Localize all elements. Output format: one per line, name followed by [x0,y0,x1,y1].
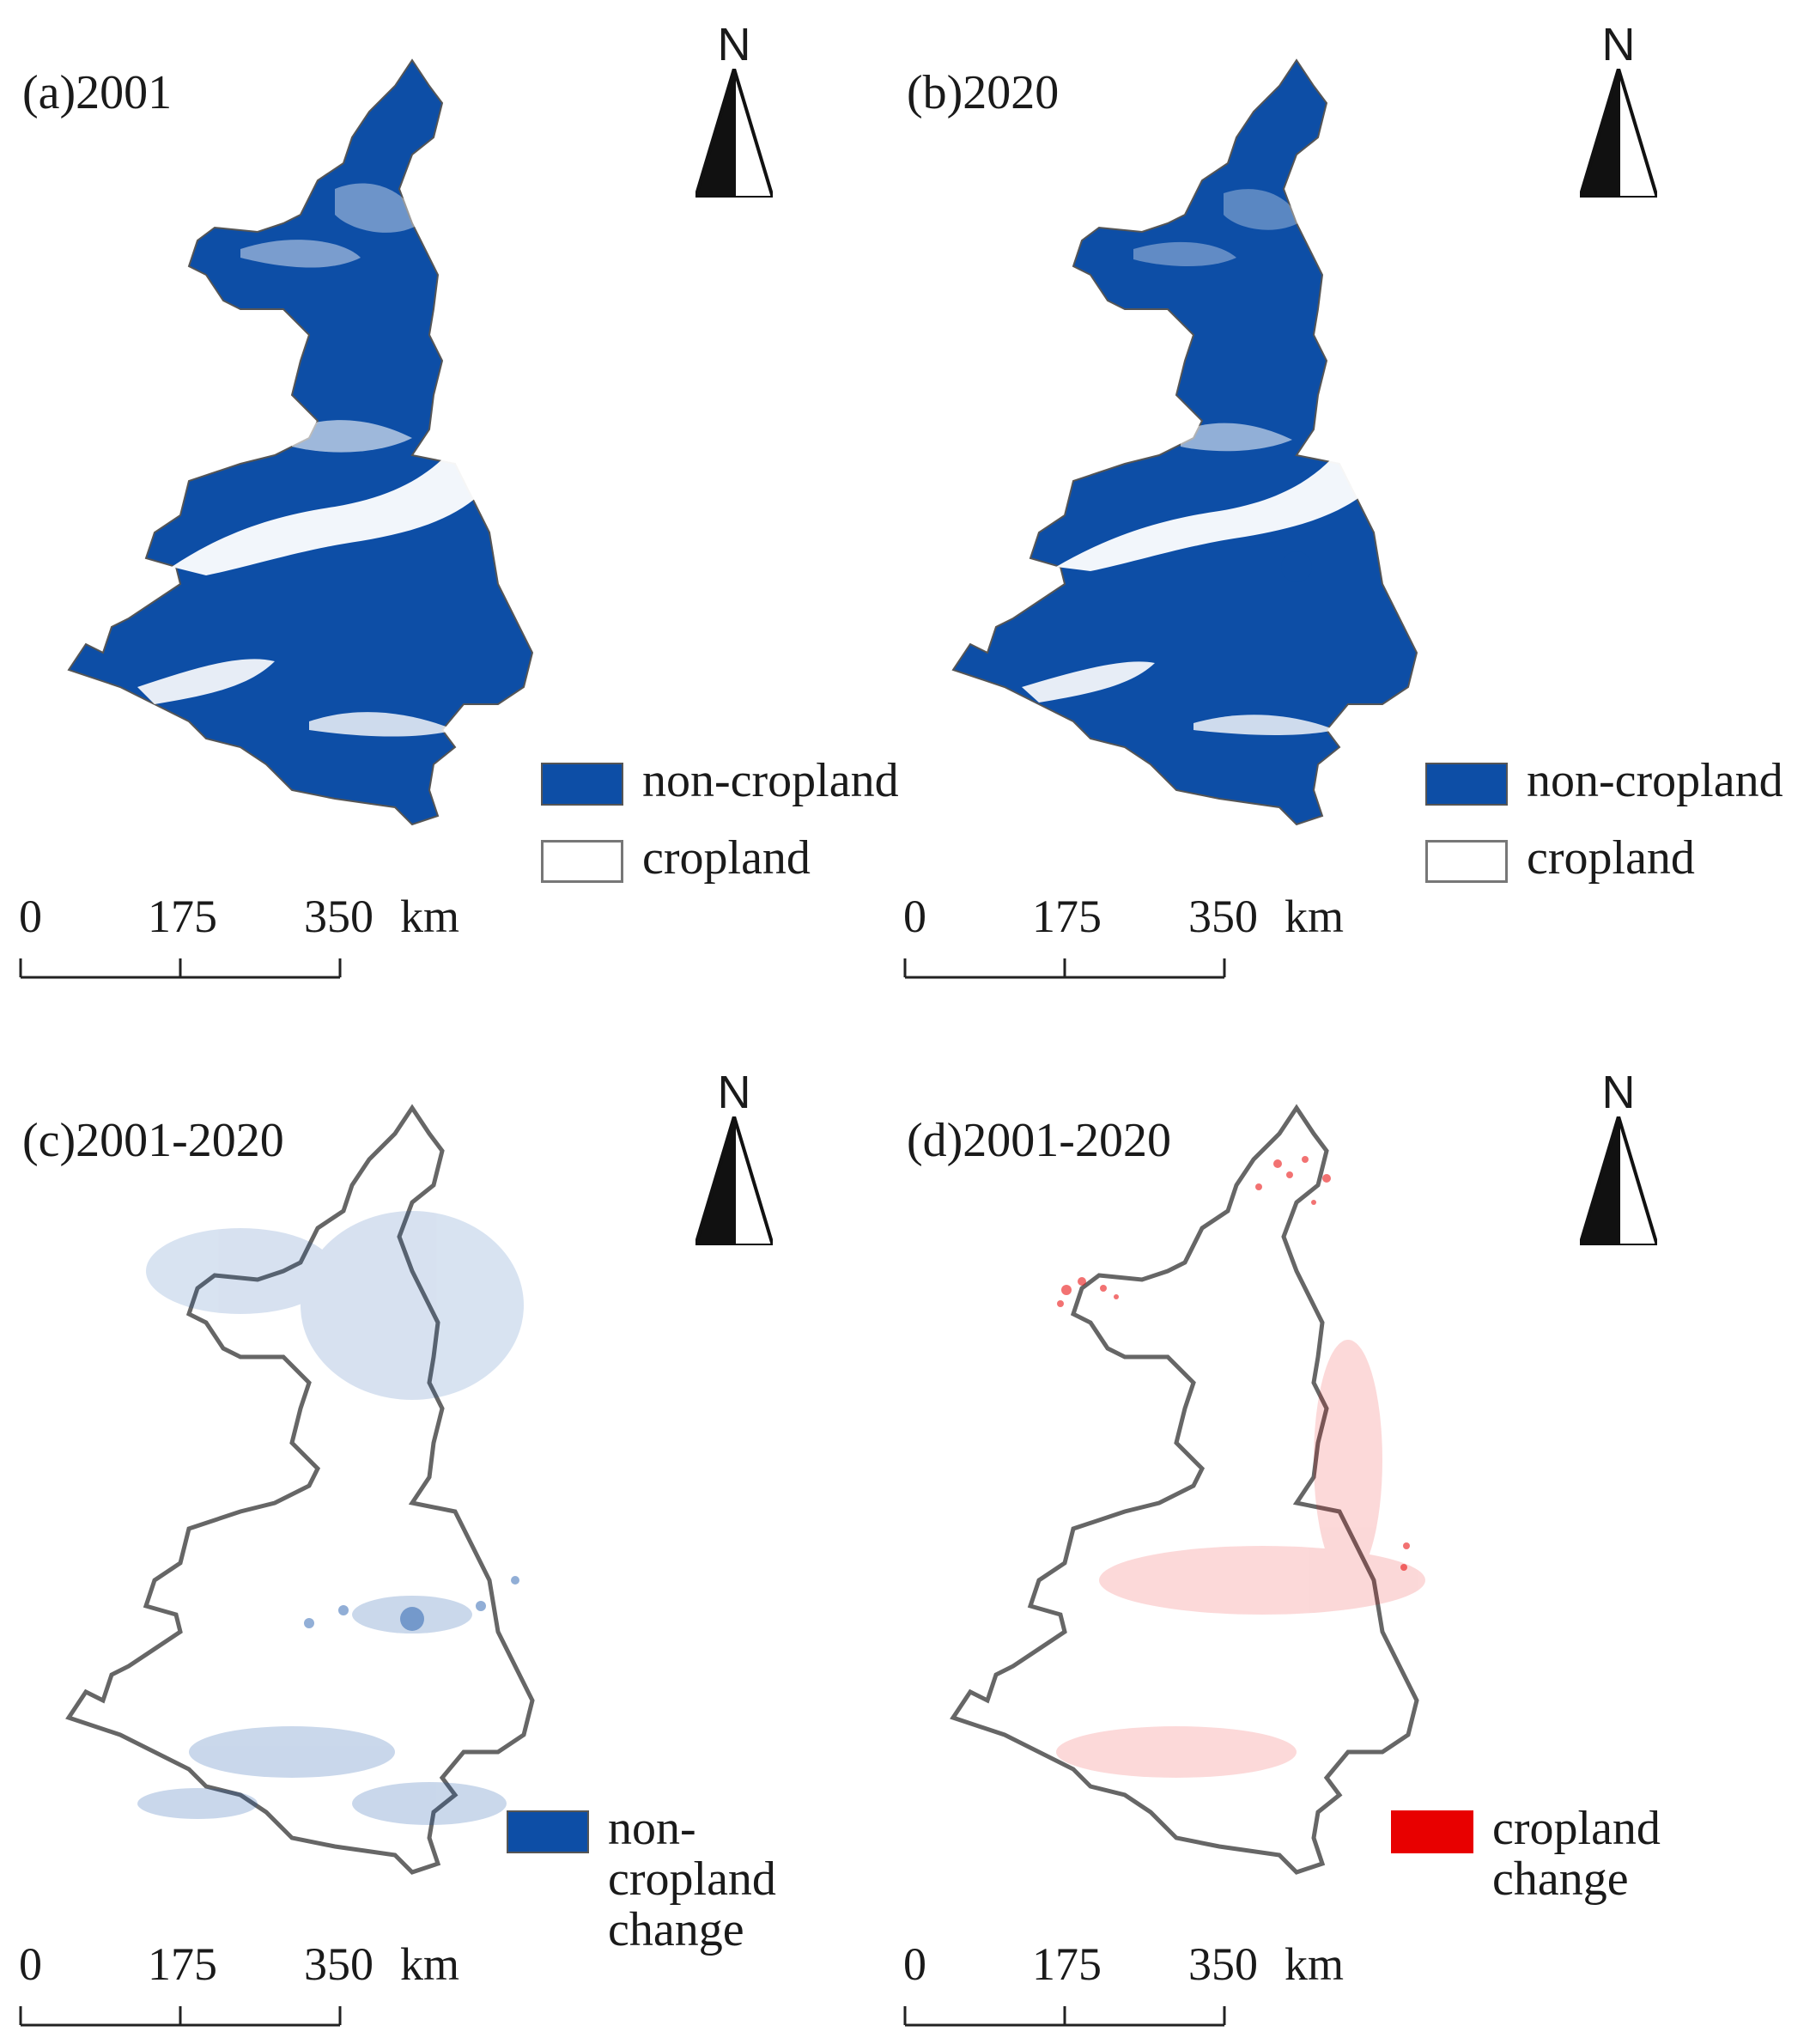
scale-bar-line [903,957,1226,979]
north-arrow-icon [1580,1116,1657,1245]
scale-unit: km [1285,1938,1345,1990]
scale-tick-175: 175 [148,1938,217,1990]
scale-bar: 0 175 350 km [903,1941,1384,2035]
legend-swatch [507,1810,589,1853]
scale-tick-0: 0 [903,891,926,942]
legend-label: non-cropland [642,754,899,807]
scale-tick-350: 350 [304,1938,374,1990]
scale-tick-350: 350 [304,891,374,942]
panel-title: (a)2001 [22,66,173,119]
scale-tick-0: 0 [903,1938,926,1990]
scale-bar-line [903,2004,1226,2027]
legend-label: cropland [642,831,811,885]
map-panel-d: (d)2001-2020 N cropland change 0 175 350… [884,1048,1769,2044]
legend: non-cropland cropland [541,756,899,910]
north-arrow-icon [1580,69,1657,198]
province-map-filled [936,52,1537,876]
map-panel-a: (a)2001 N non-cropland cropland 0 175 35… [0,0,899,996]
scale-bar: 0 175 350 km [19,893,500,988]
legend-swatch [541,763,623,806]
north-arrow: N [1571,21,1666,202]
map-panel-b: (b)2020 N non-cropland cropland 0 175 35… [884,0,1783,996]
legend-label: cropland change [1492,1802,1661,1906]
scale-unit: km [400,1938,460,1990]
north-letter: N [717,1067,751,1118]
north-arrow-icon [695,1116,773,1245]
scale-bar: 0 175 350 km [19,1941,500,2035]
north-letter: N [1601,19,1636,70]
north-arrow-icon [695,69,773,198]
legend: non-cropland change [507,1804,850,1955]
province-map-change [936,1099,1425,1924]
north-arrow: N [687,1069,781,1250]
scale-tick-350: 350 [1188,1938,1258,1990]
legend-item-non-cropland: non-cropland [1425,756,1783,833]
scale-unit: km [400,891,460,942]
north-arrow: N [1571,1069,1666,1250]
scale-tick-0: 0 [19,1938,42,1990]
scale-bar: 0 175 350 km [903,893,1384,988]
province-map-filled [52,52,653,876]
legend-item-non-cropland: non-cropland [541,756,899,833]
scale-bar-line [19,957,342,979]
scale-tick-350: 350 [1188,891,1258,942]
province-map-change [52,1099,653,1924]
north-letter: N [717,19,751,70]
legend-label: non-cropland change [608,1802,776,1956]
map-panel-c: (c)2001-2020 N non-cropland change [0,1048,884,2044]
legend-swatch [1391,1810,1473,1853]
panel-title: (b)2020 [907,66,1060,119]
scale-tick-175: 175 [1032,1938,1102,1990]
legend-item-non-cropland-change: non-cropland change [507,1804,850,1955]
panel-title: (d)2001-2020 [907,1114,1171,1167]
scale-tick-0: 0 [19,891,42,942]
legend-item-cropland-change: cropland change [1391,1804,1734,1932]
scale-tick-175: 175 [148,891,217,942]
scale-unit: km [1285,891,1345,942]
legend-swatch [541,840,623,883]
legend: non-cropland cropland [1425,756,1783,910]
north-arrow: N [687,21,781,202]
legend-item-cropland: cropland [541,833,884,910]
scale-tick-175: 175 [1032,891,1102,942]
legend: cropland change [1391,1804,1734,1932]
legend-swatch [1425,840,1508,883]
north-letter: N [1601,1067,1636,1118]
legend-item-cropland: cropland [1425,833,1769,910]
legend-swatch [1425,763,1508,806]
scale-bar-line [19,2004,342,2027]
panel-title: (c)2001-2020 [22,1114,284,1167]
legend-label: cropland [1527,831,1695,885]
legend-label: non-cropland [1527,754,1783,807]
